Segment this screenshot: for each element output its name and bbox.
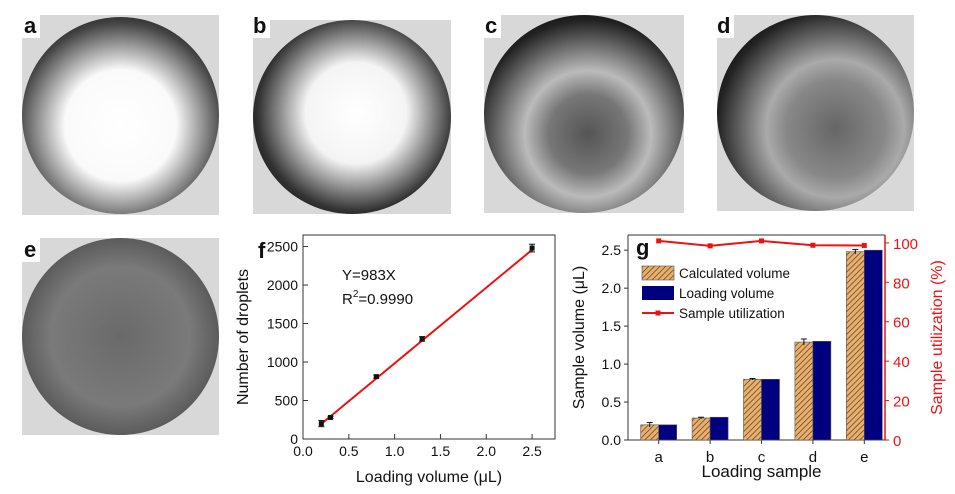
bar-loading-volume [863,249,883,441]
bar-loading-volume [812,340,832,441]
data-point [373,374,379,380]
legend-label-utilization: Sample utilization [679,306,785,321]
bar-loading-volume [658,424,677,441]
x-tick-label: c [758,449,766,466]
data-point [327,414,333,420]
bar-calculated-volume [691,417,711,441]
x-axis-label: Loading volume (μL) [356,469,502,486]
x-tick-label: 0.5 [339,443,359,459]
y2-tick-label: 80 [893,275,910,292]
data-point [318,421,324,427]
y-tick-label: 0 [290,431,298,447]
x-axis-label: Loading sample [701,462,821,481]
y-tick-label: 0.0 [602,432,622,448]
x-tick-label: a [655,449,664,466]
y-tick-label: 1.0 [602,356,622,372]
y2-tick-label: 100 [893,236,918,253]
utilization-point [861,242,867,248]
y-tick-label: 2500 [267,239,298,255]
bar-loading-volume [709,416,729,441]
x-tick-label: 1.5 [431,443,451,459]
bar-calculated-volume [794,341,814,441]
x-tick-label: e [860,449,868,466]
y-axis-label: Sample volume (μL) [571,266,588,410]
utilization-point [759,238,764,244]
legend-label-calculated: Calculated volume [679,266,790,281]
y2-tick-label: 60 [893,315,910,332]
y-tick-label: 1500 [267,316,298,332]
y-tick-label: 2000 [267,277,298,293]
data-point [529,245,535,251]
panel-label-c: c [481,14,502,38]
utilization-point [707,243,713,249]
y-tick-label: 500 [275,393,299,409]
x-tick-label: 2.0 [477,443,497,459]
y-tick-label: 2.5 [602,242,622,258]
legend-label-loading: Loading volume [679,286,774,301]
panel-label-g: g [636,235,649,260]
fit-line [320,249,533,425]
x-tick-label: 1.0 [385,443,405,459]
panel-label-b: b [249,14,271,38]
y2-tick-label: 0 [893,433,901,450]
y-tick-label: 1.5 [602,318,622,334]
data-point [419,336,425,342]
fit-equation: Y=983X [342,267,396,284]
image-panel-a [22,15,219,215]
x-tick-label: 0.0 [293,443,313,459]
legend-swatch-loading [642,286,674,300]
y-axis-label: Number of droplets [235,269,252,405]
bar-calculated-volume [845,251,865,441]
x-tick-label: d [809,449,817,466]
chart-g: g 0.0 0.5 1.0 1.5 2.0 2.5 0 20 40 60 80 100 a b c d e Loa… [571,234,946,481]
plot-frame [302,234,556,440]
image-panel-b [253,20,451,214]
utilization-point [656,238,662,244]
y2-tick-label: 20 [893,394,910,411]
fit-r2: R2=0.9990 [342,289,413,308]
image-panel-c [484,15,684,213]
utilization-point [810,242,816,248]
panel-label-f: f [258,238,266,263]
y2-tick-label: 40 [893,354,910,371]
legend-marker-utilization [655,310,661,316]
chart-f: f Y=983X R2=0.9990 0.0 0.5 1.0 1.5 2.0 2.5 0 50… [235,234,556,486]
bar-loading-volume [761,378,780,441]
image-panel-e [22,238,219,435]
x-tick-label: b [706,449,714,466]
y2-axis-label: Sample utilization (%) [929,260,946,415]
y-tick-label: 2.0 [602,280,622,296]
x-tick-label: 2.5 [522,443,542,459]
legend-swatch-calculated [641,265,675,281]
panel-label-a: a [20,14,41,38]
y-tick-label: 1000 [267,354,298,370]
panel-label-d: d [713,14,735,38]
y-tick-label: 0.5 [602,394,622,410]
bar-calculated-volume [743,378,762,441]
panel-label-e: e [20,238,41,262]
image-panel-d [717,15,914,211]
